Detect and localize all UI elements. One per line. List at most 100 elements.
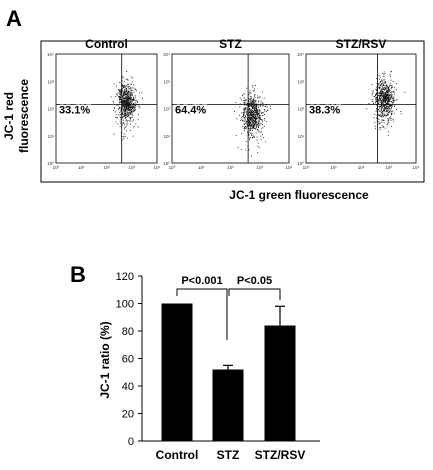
scatter-point [257, 108, 259, 110]
scatter-point [389, 108, 390, 110]
scatter-point [118, 108, 119, 110]
scatter-point [130, 98, 132, 99]
scatter-point [264, 109, 266, 110]
scatter-point [382, 99, 383, 101]
scatter-point [389, 82, 391, 84]
scatter-point [121, 139, 123, 141]
scatter-point [386, 93, 388, 95]
scatter-point [375, 93, 377, 95]
scatter-point [130, 93, 132, 95]
scatter-point [382, 93, 384, 95]
scatter-point [133, 105, 135, 107]
scatter-point [390, 86, 392, 88]
scatter-point [386, 100, 388, 101]
scatter-point [127, 108, 129, 110]
scatter-point [248, 137, 250, 139]
scatter-point [246, 121, 248, 123]
scatter-point [255, 115, 256, 117]
scatter-point [381, 110, 383, 112]
scatter-point [128, 96, 130, 98]
scatter-point [258, 117, 260, 119]
y-tick-label: 10⁰ [47, 161, 54, 166]
x-tick-label: 10² [358, 165, 365, 170]
scatter-point [249, 108, 251, 109]
scatter-point [129, 109, 131, 110]
scatter-point [132, 106, 133, 108]
scatter-point [255, 106, 257, 108]
scatter-point [123, 94, 124, 95]
scatter-point [382, 84, 384, 86]
scatter-point [262, 114, 264, 116]
scatter-point [383, 99, 385, 101]
scatter-point [119, 99, 121, 100]
scatter-point [127, 86, 129, 88]
scatter-point [379, 95, 381, 96]
scatter-point [128, 91, 130, 93]
scatter-point [133, 84, 135, 86]
scatter-point [118, 108, 120, 109]
scatter-point [255, 124, 257, 126]
scatter-point [127, 114, 129, 116]
scatter-point [253, 115, 254, 117]
scatter-point [381, 79, 382, 81]
scatter-point [120, 99, 122, 101]
scatter-point [133, 119, 134, 121]
scatter-point [251, 135, 253, 137]
scatter-point [127, 98, 129, 99]
scatter-point [250, 97, 252, 99]
scatter-point [124, 128, 125, 130]
scatter-point [259, 117, 261, 119]
scatter-point [130, 96, 132, 98]
scatter-point [135, 104, 137, 106]
scatter-point [118, 96, 119, 97]
scatter-point [250, 100, 252, 101]
scatter-point [256, 109, 258, 110]
scatter-point [258, 104, 260, 106]
scatter-point [380, 106, 381, 108]
scatter-point [376, 104, 378, 106]
scatter-point [121, 116, 123, 118]
scatter-point [381, 92, 382, 94]
scatter-point [380, 93, 382, 95]
panel-b-bar-chart: JC-1 ratio (%) 0 20 40 60 80 100 120 Control STZ… [98, 271, 320, 462]
scatter-point [119, 101, 121, 103]
scatter-point [242, 93, 244, 95]
scatter-point [126, 97, 128, 99]
scatter-point [258, 112, 260, 114]
scatter-point [244, 102, 246, 104]
scatter-point [376, 88, 378, 90]
scatter-point [120, 100, 122, 102]
scatter-point [254, 111, 256, 113]
scatter-point [252, 115, 253, 117]
scatter-point [124, 93, 125, 95]
scatter-point [128, 93, 130, 95]
scatter-point [252, 120, 254, 121]
scatter-point [245, 99, 247, 101]
scatter-point [257, 142, 259, 144]
scatter-point [380, 91, 381, 92]
scatter-point [253, 125, 255, 127]
scatter-point [385, 91, 387, 92]
scatter-point [244, 127, 245, 129]
scatter-point [125, 100, 127, 102]
scatter-point [260, 105, 261, 107]
scatter-point [122, 123, 124, 124]
scatter-point [258, 106, 260, 108]
scatter-point [255, 114, 257, 116]
scatter-point [258, 129, 260, 131]
scatter-point [256, 113, 258, 115]
scatter-point [382, 88, 384, 89]
scatter-point [389, 105, 391, 107]
y-tick-label: 10² [47, 107, 54, 112]
scatter-point [248, 132, 250, 134]
scatter-point [249, 128, 251, 129]
scatter-point [377, 85, 379, 87]
scatter-point [125, 88, 127, 89]
scatter-point [257, 119, 259, 121]
scatter-point [124, 116, 126, 118]
scatter-point [127, 104, 129, 106]
scatter-point [381, 91, 383, 93]
x-category-label: STZ/RSV [255, 448, 306, 462]
scatter-point [392, 119, 394, 120]
